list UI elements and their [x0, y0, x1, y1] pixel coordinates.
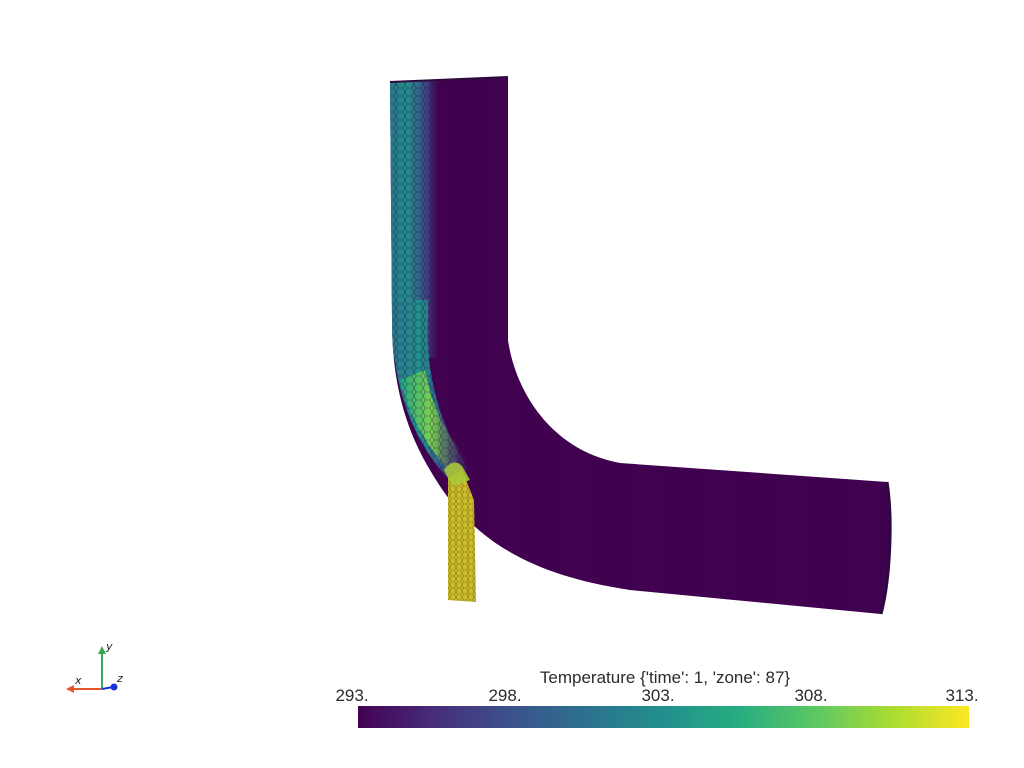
colorbar [358, 706, 969, 728]
colorbar-tick: 303. [641, 686, 674, 706]
colorbar-tick: 293. [335, 686, 368, 706]
y-axis-label: y [106, 640, 113, 653]
orientation-axes-widget: y x z [55, 638, 135, 700]
x-axis-arrow [66, 685, 74, 693]
colorbar-tick: 313. [945, 686, 978, 706]
x-axis-label: x [75, 674, 82, 687]
colorbar-tick: 298. [488, 686, 521, 706]
colorbar-tick: 308. [794, 686, 827, 706]
colorbar-title: Temperature {'time': 1, 'zone': 87} [360, 668, 970, 688]
y-axis-arrow [98, 646, 106, 654]
z-axis-label: z [117, 672, 123, 685]
